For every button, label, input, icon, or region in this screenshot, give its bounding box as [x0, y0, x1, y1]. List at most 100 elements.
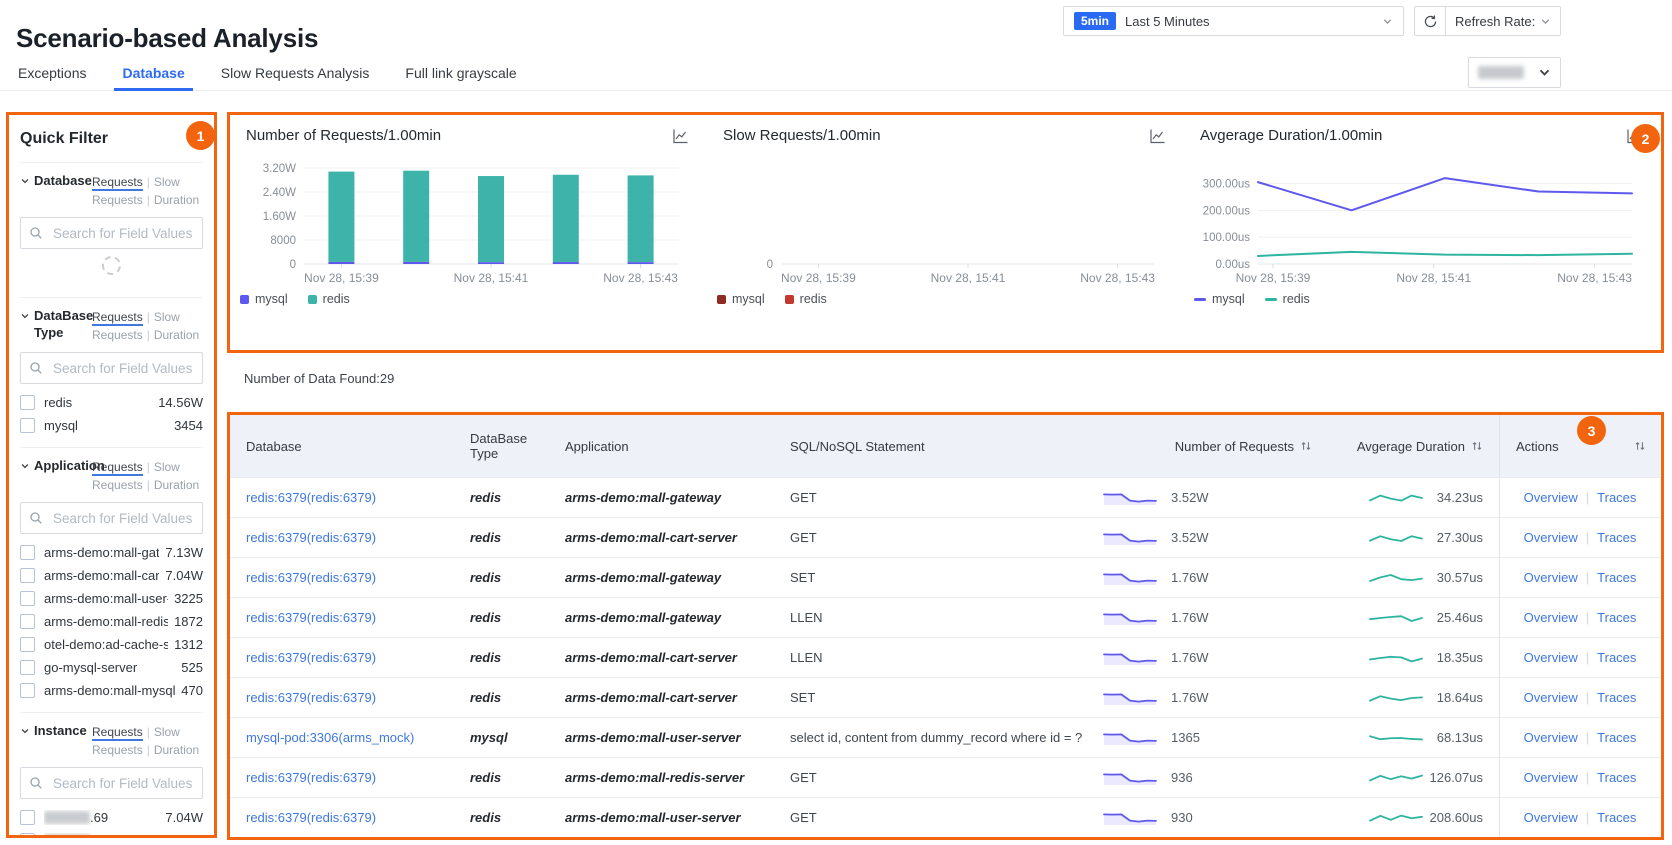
database-link[interactable]: redis:6379(redis:6379) — [246, 490, 377, 505]
overview-link[interactable]: Overview — [1523, 570, 1578, 585]
time-range-select[interactable]: 5min Last 5 Minutes — [1063, 6, 1404, 36]
column-header-actions: Actions — [1499, 415, 1660, 477]
legend-item-redis[interactable]: redis — [307, 292, 350, 306]
quick-filter-panel: Quick Filter Database Requests | Slow Reque… — [6, 112, 217, 838]
overview-link[interactable]: Overview — [1523, 730, 1578, 745]
filter-item: arms-demo:mall-redis-... 1872 — [20, 610, 203, 633]
tab-full-link-grayscale[interactable]: Full link grayscale — [405, 65, 517, 81]
database-link[interactable]: redis:6379(redis:6379) — [246, 530, 377, 545]
database-link[interactable]: redis:6379(redis:6379) — [246, 690, 377, 705]
database-link[interactable]: redis:6379(redis:6379) — [246, 610, 377, 625]
filter-item-count: 7.13W — [165, 545, 203, 560]
metric-link-requests[interactable]: Requests — [92, 175, 143, 191]
search-input[interactable] — [51, 774, 194, 792]
metric-link-duration[interactable]: Duration — [153, 743, 200, 757]
traces-link[interactable]: Traces — [1597, 610, 1637, 625]
metric-link-slow-requests[interactable]: Slow Requests — [92, 460, 180, 492]
sparkline — [1103, 773, 1157, 785]
chart-plot: 0.00us 100.00us 200.00us 300.00us Nov 28, 15… — [1203, 177, 1633, 285]
cell-database: redis:6379(redis:6379) — [230, 797, 458, 837]
overview-link[interactable]: Overview — [1523, 690, 1578, 705]
filter-section-database-type: DataBase Type Requests | Slow Requests | Dura… — [20, 298, 203, 448]
metric-link-duration[interactable]: Duration — [153, 478, 200, 492]
overview-link[interactable]: Overview — [1523, 770, 1578, 785]
cell-actions: Overview | Traces — [1499, 557, 1660, 597]
sort-icon[interactable] — [1634, 440, 1646, 452]
svg-text:3.20W: 3.20W — [263, 163, 296, 175]
refresh-rate-select[interactable]: Refresh Rate: — [1446, 7, 1560, 35]
metric-link-requests[interactable]: Requests — [92, 460, 143, 476]
search-input[interactable] — [51, 224, 194, 242]
checkbox[interactable] — [20, 683, 35, 698]
traces-link[interactable]: Traces — [1597, 530, 1637, 545]
metric-link-requests[interactable]: Requests — [92, 725, 143, 741]
filter-item: arms-demo:mall-cart... 7.04W — [20, 564, 203, 587]
overview-link[interactable]: Overview — [1523, 810, 1578, 825]
filter-item-label: arms-demo:mall-gate... — [44, 545, 159, 560]
legend-item-mysql[interactable]: mysql — [1194, 292, 1245, 306]
chart-card-1: Slow Requests/1.00min 0 Nov 28, 15:39 Nov 2… — [707, 115, 1184, 350]
legend-label: redis — [322, 292, 350, 306]
traces-link[interactable]: Traces — [1597, 770, 1637, 785]
action-separator: | — [1585, 530, 1590, 545]
database-link[interactable]: redis:6379(redis:6379) — [246, 570, 377, 585]
legend-item-mysql[interactable]: mysql — [717, 292, 765, 306]
legend-item-mysql[interactable]: mysql — [240, 292, 288, 306]
checkbox[interactable] — [20, 614, 35, 629]
traces-link[interactable]: Traces — [1597, 730, 1637, 745]
statement-value: SET — [790, 690, 816, 705]
overview-link[interactable]: Overview — [1523, 530, 1578, 545]
legend-item-redis[interactable]: redis — [784, 292, 827, 306]
traces-link[interactable]: Traces — [1597, 650, 1637, 665]
traces-link[interactable]: Traces — [1597, 690, 1637, 705]
tab-exceptions[interactable]: Exceptions — [18, 65, 87, 81]
database-link[interactable]: redis:6379(redis:6379) — [246, 770, 377, 785]
average-duration-value: 18.35us — [1436, 650, 1483, 665]
database-link[interactable]: redis:6379(redis:6379) — [246, 650, 377, 665]
checkbox[interactable] — [20, 568, 35, 583]
metric-link-requests[interactable]: Requests — [92, 310, 143, 326]
legend-item-redis[interactable]: redis — [1264, 292, 1310, 306]
sort-icon[interactable] — [1471, 440, 1483, 452]
traces-link[interactable]: Traces — [1597, 570, 1637, 585]
database-link[interactable]: mysql-pod:3306(arms_mock) — [246, 730, 415, 745]
overview-link[interactable]: Overview — [1523, 490, 1578, 505]
tab-slow-requests-analysis[interactable]: Slow Requests Analysis — [220, 65, 370, 81]
sort-icon[interactable] — [1300, 440, 1312, 452]
checkbox[interactable] — [20, 660, 35, 675]
svg-text:0.00us: 0.00us — [1215, 259, 1250, 271]
metric-link-duration[interactable]: Duration — [153, 328, 200, 342]
tab-database[interactable]: Database — [114, 57, 194, 91]
traces-link[interactable]: Traces — [1597, 810, 1637, 825]
redacted-dropdown[interactable] — [1468, 57, 1561, 88]
metric-link-slow-requests[interactable]: Slow Requests — [92, 175, 180, 207]
checkbox[interactable] — [20, 833, 35, 835]
legend-swatch — [784, 294, 794, 304]
metric-link-duration[interactable]: Duration — [153, 193, 200, 207]
overview-link[interactable]: Overview — [1523, 610, 1578, 625]
checkbox[interactable] — [20, 418, 35, 433]
refresh-button[interactable] — [1415, 7, 1446, 35]
traces-link[interactable]: Traces — [1597, 490, 1637, 505]
sparkline — [1103, 573, 1157, 585]
filter-section-name[interactable]: Database — [20, 173, 92, 190]
checkbox[interactable] — [20, 591, 35, 606]
chart-type-toggle[interactable] — [672, 128, 689, 149]
svg-text:0: 0 — [767, 259, 773, 271]
metric-link-slow-requests[interactable]: Slow Requests — [92, 310, 180, 342]
average-duration-value: 27.30us — [1436, 530, 1483, 545]
filter-section-name[interactable]: Instance — [20, 723, 92, 740]
checkbox[interactable] — [20, 637, 35, 652]
metric-link-slow-requests[interactable]: Slow Requests — [92, 725, 180, 757]
checkbox[interactable] — [20, 395, 35, 410]
filter-section-name[interactable]: DataBase Type — [20, 308, 93, 342]
database-link[interactable]: redis:6379(redis:6379) — [246, 810, 377, 825]
filter-section-name[interactable]: Application — [20, 458, 105, 475]
checkbox[interactable] — [20, 545, 35, 560]
chart-type-toggle[interactable] — [1149, 128, 1166, 149]
search-input[interactable] — [51, 359, 194, 377]
overview-link[interactable]: Overview — [1523, 650, 1578, 665]
checkbox[interactable] — [20, 810, 35, 825]
search-input[interactable] — [51, 509, 194, 527]
legend-swatch — [240, 294, 249, 304]
